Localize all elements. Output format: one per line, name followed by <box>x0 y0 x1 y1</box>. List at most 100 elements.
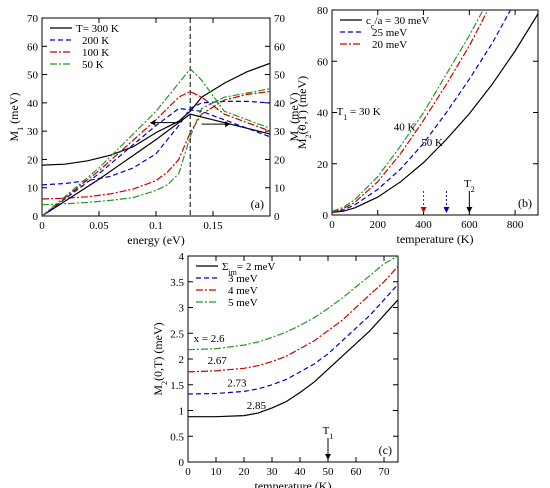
y-tick-label: 50 <box>27 70 39 82</box>
x-tick-label: 40 <box>295 466 307 478</box>
panel-label: (c) <box>379 443 392 457</box>
y-tick-label: 0 <box>323 210 329 222</box>
y-tick-label-right: 30 <box>274 126 286 138</box>
y-tick-label-right: 20 <box>274 154 286 166</box>
arrow-head <box>443 207 450 213</box>
panel-b-chart: 0 200 400 600 800 0 20 40 60 80 (b) temperature (K)… <box>295 5 539 246</box>
annotation: 50 K <box>421 137 443 149</box>
series-line <box>42 68 270 216</box>
plot-frame <box>41 17 271 217</box>
panel-label: (b) <box>518 196 532 210</box>
series-line <box>42 90 270 216</box>
panel-a-chart: 0 0.05 0.1 0.15 0 10 20 30 40 50 60 70 0 10 20 30 40 50 60… <box>7 13 305 247</box>
y-tick-label-right: 10 <box>274 183 286 195</box>
annotation: 40 K <box>394 121 416 133</box>
y-tick-label: 1 <box>179 406 185 418</box>
annotation: 2.67 <box>208 355 228 367</box>
legend-label: Σim= 2 meV <box>222 261 276 277</box>
annotation: x = 2.6 <box>194 333 225 345</box>
legend-label: 3 meV <box>228 273 258 285</box>
y-tick-label: 1.5 <box>170 380 184 392</box>
series-line <box>42 90 270 200</box>
y-tick-label: 2.5 <box>170 328 184 340</box>
y-tick-label: 40 <box>27 98 39 110</box>
arrow-head <box>466 207 473 213</box>
y-tick-label: 60 <box>317 56 329 68</box>
y-tick-label: 20 <box>27 154 39 166</box>
plot-area <box>332 10 538 213</box>
legend-label: 4 meV <box>228 285 258 297</box>
y-axis-label: M2(0,T) (meV) <box>151 322 169 395</box>
y-tick-label: 0 <box>179 457 185 469</box>
y-axis-label: M1 (meV) <box>7 93 25 142</box>
y-tick-label: 3.5 <box>170 277 184 289</box>
y-tick-label-right: 40 <box>274 98 286 110</box>
arrow-label: T2 <box>464 178 475 194</box>
x-tick-label: 0 <box>185 466 191 478</box>
series-line <box>332 10 512 213</box>
x-tick-label: 10 <box>211 466 223 478</box>
x-axis-label: temperature (K) <box>255 479 332 488</box>
y-tick-label: 20 <box>317 159 329 171</box>
legend-label: cc/a = 30 meV <box>366 15 429 31</box>
legend-label: 50 K <box>82 59 104 71</box>
series-line <box>332 10 484 212</box>
plot-area <box>188 256 398 418</box>
y-tick-label: 40 <box>317 108 329 120</box>
right-arrow-head <box>225 121 231 128</box>
legend-label: 100 K <box>82 47 109 59</box>
panel-c-chart: 0 10 20 30 40 50 60 70 0 0.5 1 1.5 2 2.5 3 3.5 4 (c) tempe… <box>151 251 399 488</box>
series-line <box>188 299 398 418</box>
series-line <box>42 100 270 186</box>
series-line <box>188 265 398 373</box>
series-line <box>188 283 398 395</box>
x-tick-label: 0 <box>329 219 335 231</box>
series-line <box>332 13 538 213</box>
x-tick-label: 70 <box>379 466 391 478</box>
series-line <box>332 12 488 213</box>
y-tick-label: 0 <box>33 211 39 223</box>
x-axis-label: temperature (K) <box>397 232 474 246</box>
series-line <box>42 62 270 166</box>
x-tick-label: 0.15 <box>203 220 223 232</box>
plot-area <box>42 18 270 216</box>
annotation: 2.73 <box>227 377 247 389</box>
x-tick-label: 0.1 <box>149 220 163 232</box>
y-tick-label: 80 <box>317 5 329 17</box>
x-tick-label: 60 <box>351 466 363 478</box>
legend-label: T= 300 K <box>76 23 119 35</box>
y-tick-label: 10 <box>27 183 39 195</box>
x-tick-label: 50 <box>323 466 335 478</box>
legend-label: 5 meV <box>228 297 258 309</box>
x-tick-label: 20 <box>239 466 251 478</box>
x-tick-label: 200 <box>370 219 387 231</box>
series-line <box>188 256 398 351</box>
y-tick-label-right: 60 <box>274 41 286 53</box>
y-tick-label: 30 <box>27 126 39 138</box>
x-tick-label: 0.05 <box>89 220 109 232</box>
x-axis-label: energy (eV) <box>127 233 184 247</box>
arrow-head <box>420 207 427 213</box>
y-axis-label-right: M2 (meV) <box>287 93 305 142</box>
annotation: 2.85 <box>247 400 267 412</box>
y-tick-label: 0.5 <box>170 431 184 443</box>
series-line <box>42 88 270 206</box>
legend-label: 25 meV <box>372 27 407 39</box>
y-tick-label-right: 0 <box>274 211 280 223</box>
x-tick-label: 30 <box>267 466 279 478</box>
x-tick-label: 600 <box>461 219 478 231</box>
y-axis-label: M2(0,T) (meV) <box>295 76 313 149</box>
y-tick-label-right: 50 <box>274 70 286 82</box>
y-tick-label: 4 <box>179 251 185 263</box>
y-tick-label-right: 70 <box>274 13 286 25</box>
x-tick-label: 800 <box>507 219 524 231</box>
legend-label: 20 meV <box>372 39 407 51</box>
arrow-head <box>325 454 331 460</box>
arrow-label: T1 <box>323 425 334 441</box>
y-tick-label: 3 <box>179 303 185 315</box>
series-line <box>42 113 270 216</box>
x-tick-label: 0 <box>39 220 45 232</box>
left-arrow-head <box>150 119 156 126</box>
y-tick-label: 2 <box>179 354 185 366</box>
